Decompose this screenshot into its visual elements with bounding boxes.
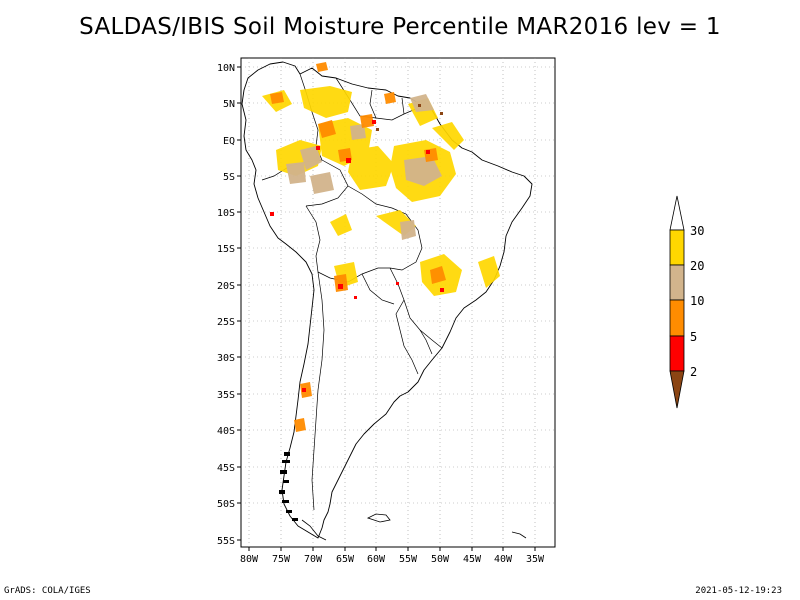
map-frame bbox=[240, 57, 556, 548]
lat-label: EQ bbox=[223, 136, 235, 147]
lat-label: 25S bbox=[217, 317, 235, 328]
colorbar-label: 10 bbox=[690, 294, 704, 308]
lon-label: 55W bbox=[399, 554, 418, 565]
lat-label: 15S bbox=[217, 244, 235, 255]
colorbar-top-cap bbox=[669, 195, 685, 231]
lon-label: 80W bbox=[240, 554, 259, 565]
lon-label: 70W bbox=[304, 554, 323, 565]
colorbar-bottom-cap bbox=[669, 370, 685, 409]
lat-label: 55S bbox=[217, 536, 235, 547]
colorbar-segment-30 bbox=[669, 229, 685, 266]
colorbar-segment-5 bbox=[669, 335, 685, 372]
islands bbox=[301, 513, 527, 541]
colorbar-label: 2 bbox=[690, 365, 697, 379]
percentile-patches bbox=[262, 62, 500, 432]
colorbar-label: 5 bbox=[690, 330, 697, 344]
lon-label: 50W bbox=[431, 554, 450, 565]
lat-label: 5S bbox=[223, 172, 235, 183]
footer-credit: GrADS: COLA/IGES bbox=[4, 586, 91, 596]
lat-label: 35S bbox=[217, 390, 235, 401]
colorbar-label: 30 bbox=[690, 224, 704, 238]
lat-label: 45S bbox=[217, 463, 235, 474]
lat-label: 20S bbox=[217, 281, 235, 292]
lat-label: 5N bbox=[223, 99, 235, 110]
lon-label: 45W bbox=[463, 554, 482, 565]
lat-label: 50S bbox=[217, 499, 235, 510]
colorbar-segment-10 bbox=[669, 299, 685, 337]
lon-label: 40W bbox=[494, 554, 513, 565]
lon-label: 75W bbox=[272, 554, 291, 565]
colorbar-segment-20 bbox=[669, 264, 685, 301]
map-title: SALDAS/IBIS Soil Moisture Percentile MAR… bbox=[79, 14, 721, 40]
lat-label: 10N bbox=[217, 63, 235, 74]
lat-axis: 10N 5N EQ 5S 10S 15S 20S 25S 30S 35S 40S… bbox=[217, 63, 241, 547]
lon-label: 35W bbox=[526, 554, 545, 565]
footer-timestamp: 2021-05-12-19:23 bbox=[695, 586, 782, 596]
lat-label: 30S bbox=[217, 353, 235, 364]
lat-label: 40S bbox=[217, 426, 235, 437]
lon-label: 60W bbox=[367, 554, 386, 565]
chile-fjords bbox=[279, 452, 298, 521]
lat-label: 10S bbox=[217, 208, 235, 219]
colorbar-label: 20 bbox=[690, 259, 704, 273]
colorbar: 30 20 10 5 2 bbox=[669, 195, 704, 409]
lon-label: 65W bbox=[336, 554, 355, 565]
lon-axis: 80W 75W 70W 65W 60W 55W 50W 45W 40W 35W bbox=[240, 547, 545, 565]
